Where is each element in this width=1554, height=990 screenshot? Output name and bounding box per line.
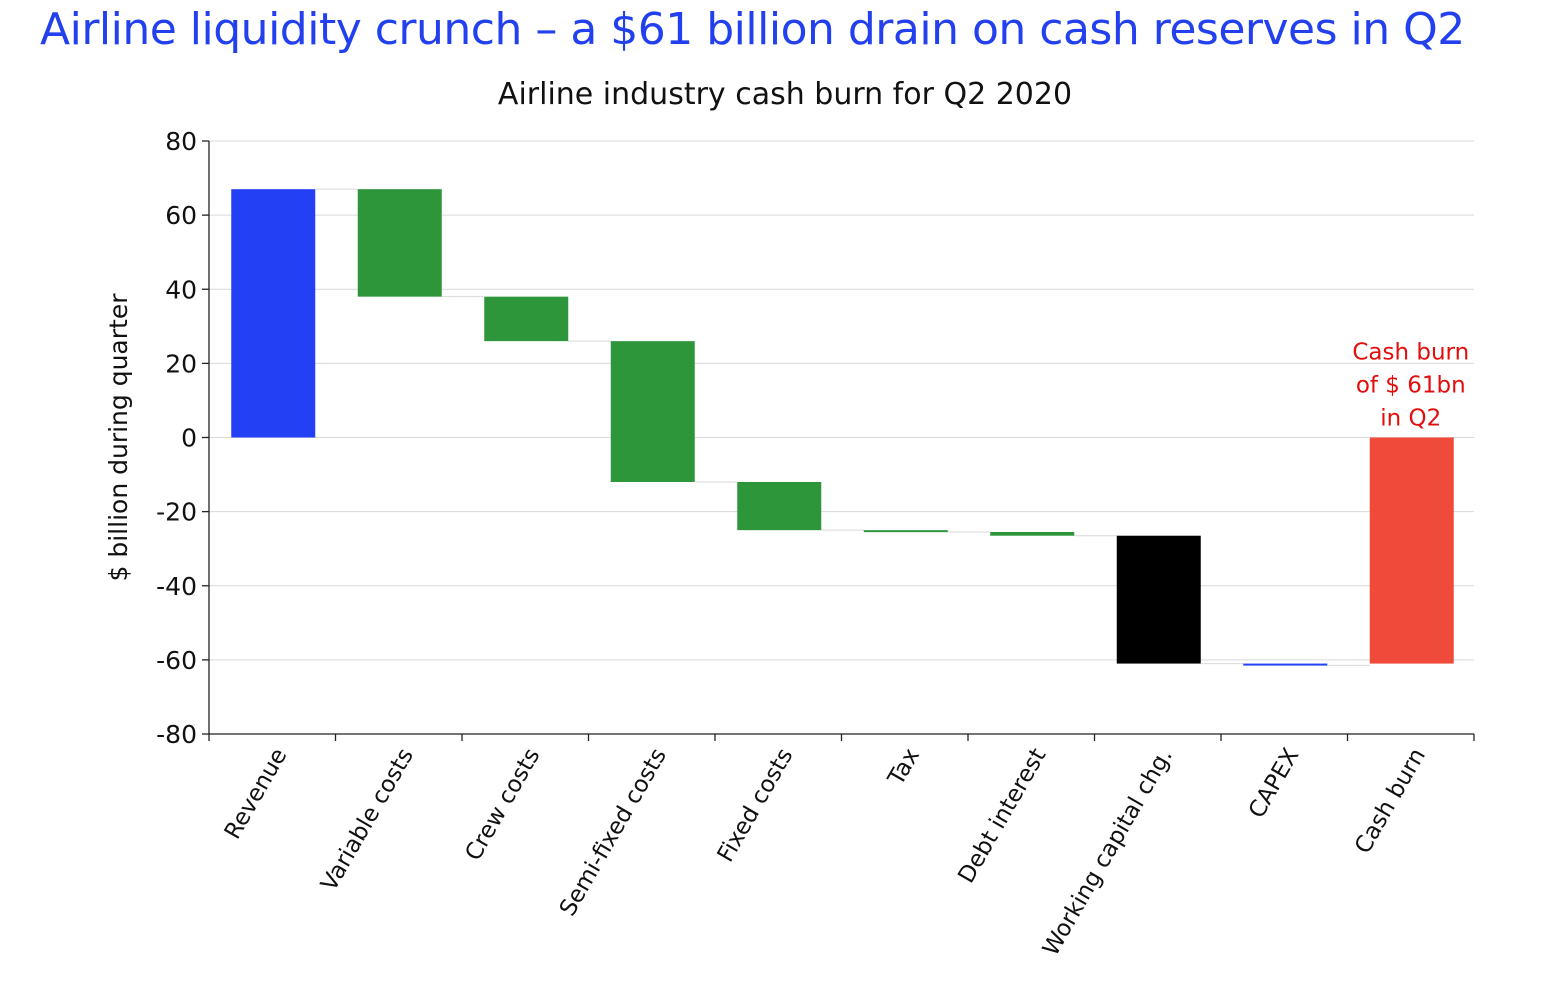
connector-lines <box>315 188 1370 666</box>
y-tick-label: -40 <box>156 572 197 601</box>
y-tick-labels: 80 60 40 20 0 -20 -40 -60 -80 <box>156 127 197 749</box>
annotation-line: Cash burn <box>1352 340 1469 366</box>
y-tick-label: 20 <box>165 349 197 378</box>
x-tick-label: Debt interest <box>953 744 1051 888</box>
bar-cash-burn <box>1369 437 1454 664</box>
y-tick-label: -60 <box>156 646 197 675</box>
bar-tax <box>863 530 948 533</box>
x-tick-label: Working capital chg. <box>1038 744 1178 960</box>
bar-crew-costs <box>484 296 569 342</box>
bar-semi-fixed-costs <box>610 341 695 482</box>
chart-title: Airline industry cash burn for Q2 2020 <box>498 77 1072 112</box>
bar-variable-costs <box>357 189 442 297</box>
page-headline: Airline liquidity crunch – a $61 billion… <box>40 4 1465 55</box>
y-axis-label: $ billion during quarter <box>104 293 133 582</box>
x-tick-label: CAPEX <box>1244 744 1305 823</box>
y-tick-label: 80 <box>165 127 197 156</box>
x-tick-label: Fixed costs <box>713 744 799 867</box>
x-tick-label: Semi-fixed costs <box>555 744 672 921</box>
x-tick-label: Variable costs <box>316 744 419 896</box>
x-tick-labels: Revenue Variable costs Crew costs Semi-fixe… <box>220 744 1431 961</box>
cash-burn-annotation: Cash burn of $ 61bn in Q2 <box>1352 340 1469 432</box>
y-tick-label: -20 <box>156 498 197 527</box>
x-tick-label: Tax <box>883 744 925 791</box>
y-tick-label: 0 <box>181 424 197 453</box>
x-tick-label: Crew costs <box>460 744 545 865</box>
bar-working-capital-chg <box>1116 535 1201 664</box>
annotation-line: of $ 61bn <box>1356 373 1466 399</box>
y-tick-label: -80 <box>156 720 197 749</box>
y-tick-label: 40 <box>165 275 197 304</box>
bars-group <box>231 189 1454 666</box>
bar-fixed-costs <box>737 481 822 531</box>
bar-capex <box>1243 663 1328 666</box>
bar-revenue <box>231 189 316 438</box>
bar-debt-interest <box>990 532 1075 536</box>
annotation-line: in Q2 <box>1380 406 1441 432</box>
x-tick-label: Cash burn <box>1350 744 1431 858</box>
axes <box>202 140 1475 741</box>
y-tick-label: 60 <box>165 201 197 230</box>
x-tick-label: Revenue <box>220 744 293 844</box>
